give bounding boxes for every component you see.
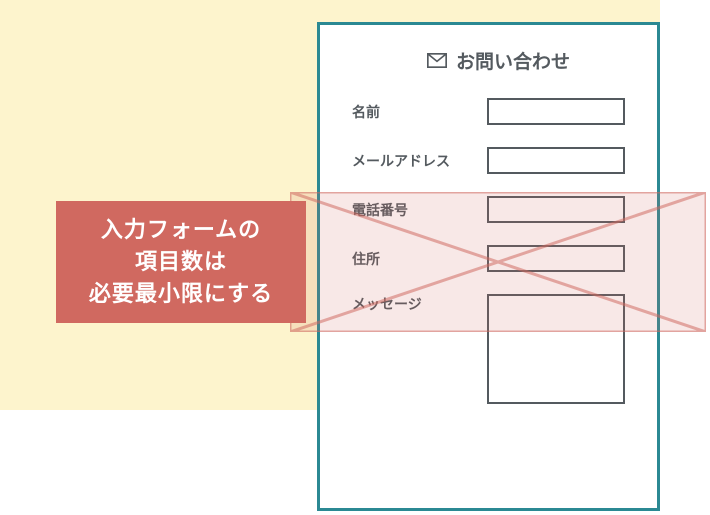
form-row-message: メッセージ xyxy=(352,294,625,404)
form-row-address: 住所 xyxy=(352,245,625,272)
callout-text: 入力フォームの 項目数は 必要最小限にする xyxy=(89,214,273,310)
label-phone: 電話番号 xyxy=(352,200,408,220)
form-title: お問い合わせ xyxy=(456,47,570,74)
contact-form-panel: お問い合わせ 名前 メールアドレス 電話番号 住所 メッセージ xyxy=(317,22,660,511)
callout-line3: 必要最小限にする xyxy=(89,281,273,306)
input-message[interactable] xyxy=(487,294,625,404)
callout-line1: 入力フォームの xyxy=(101,217,261,242)
form-header: お問い合わせ xyxy=(352,47,625,74)
label-address: 住所 xyxy=(352,249,380,269)
input-address[interactable] xyxy=(487,245,625,272)
input-phone[interactable] xyxy=(487,196,625,223)
input-email[interactable] xyxy=(487,147,625,174)
label-message: メッセージ xyxy=(352,294,422,314)
label-name: 名前 xyxy=(352,102,380,122)
form-row-name: 名前 xyxy=(352,98,625,125)
form-row-phone: 電話番号 xyxy=(352,196,625,223)
input-name[interactable] xyxy=(487,98,625,125)
callout-box: 入力フォームの 項目数は 必要最小限にする xyxy=(56,201,306,323)
envelope-icon xyxy=(427,53,447,68)
callout-line2: 項目数は xyxy=(135,249,227,274)
form-row-email: メールアドレス xyxy=(352,147,625,174)
label-email: メールアドレス xyxy=(352,151,450,171)
